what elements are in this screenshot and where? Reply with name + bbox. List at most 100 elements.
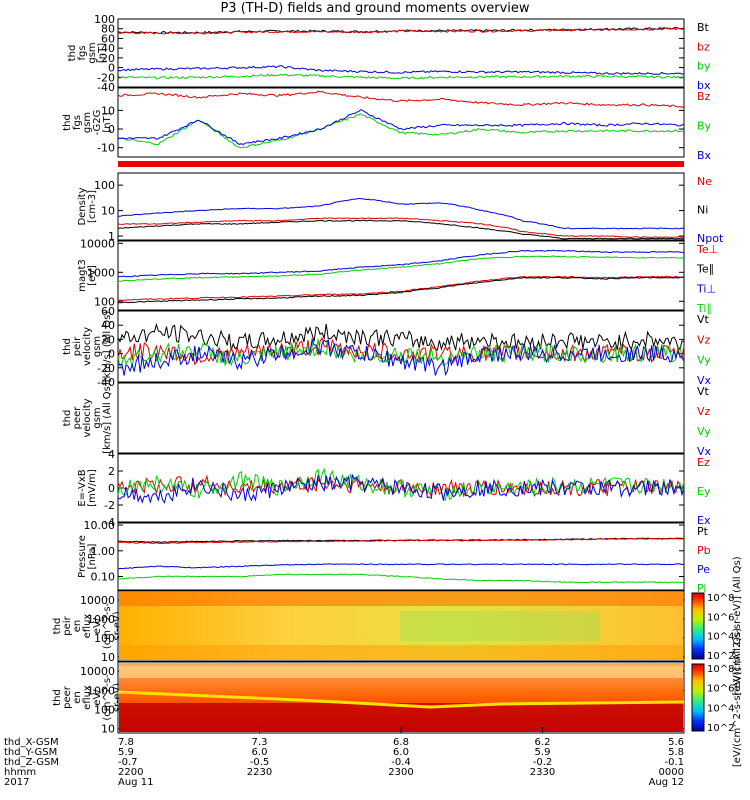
colorbar-tick: 10^4 <box>707 632 734 643</box>
legend-Npot: Npot <box>697 232 724 245</box>
ytick-label: 100 <box>94 13 115 26</box>
ylabel: thd <box>52 689 63 706</box>
ytick-label: 10000 <box>80 237 115 250</box>
legend-Te∥: Te∥ <box>696 263 714 276</box>
series-Te∥ <box>117 276 684 304</box>
ylabel: [cm-3] <box>87 190 98 223</box>
ylabel: sr-eV) <box>112 611 123 640</box>
xaxis-value: 6.0 <box>393 747 409 758</box>
ylabel: Density <box>77 187 88 225</box>
ytick-label: 20 <box>101 52 115 65</box>
series-Ti⊥ <box>117 249 685 278</box>
legend-Bx: Bx <box>697 149 712 162</box>
series-Vz <box>117 336 685 366</box>
legend-Bz: Bz <box>697 90 711 103</box>
ylabel: thd <box>62 114 73 131</box>
xaxis-value: -0.2 <box>533 757 553 768</box>
ytick-label: 40 <box>101 319 115 332</box>
panel-temp: 100 1000 10000 magt3 [eV] Te⊥ Te∥ Ti⊥ Ti∥ <box>77 237 718 315</box>
ylabel: peer <box>72 406 83 430</box>
ytick-label: 10 <box>101 205 115 218</box>
xaxis-value: 2300 <box>388 767 413 778</box>
ylabel: gsm <box>92 336 103 357</box>
ytick-label: 0.10 <box>91 571 116 584</box>
ytick-label: 100 <box>94 704 115 717</box>
legend-Ez: Ez <box>697 456 710 469</box>
spec-band <box>119 592 683 606</box>
ylabel: thd <box>52 618 63 635</box>
ylabel: en <box>72 691 83 704</box>
legend-Pt: Pt <box>697 525 709 538</box>
panel-frame <box>117 522 685 591</box>
ytick-label: 1000 <box>87 266 115 279</box>
xaxis-value: 2230 <box>247 767 272 778</box>
colorbar-tick: 10^4 <box>707 703 734 714</box>
panel-frame <box>117 172 685 241</box>
legend-Vz: Vz <box>697 333 711 346</box>
ylabel: peer <box>62 685 73 709</box>
legend-Pe: Pe <box>697 563 710 576</box>
panel-frame <box>117 382 685 454</box>
ylabel: [mV/m] <box>87 469 98 507</box>
colorbar-tick: 10^2 <box>707 651 734 662</box>
legend-Ne: Ne <box>697 175 712 188</box>
ytick-label: 10 <box>101 723 115 736</box>
panel-frame <box>117 87 685 158</box>
xaxis-value: Aug 12 <box>649 777 684 788</box>
ytick-label: 10.00 <box>84 519 116 532</box>
chart-title: P3 (TH-D) fields and ground moments over… <box>220 1 530 16</box>
xaxis-value: 2200 <box>118 767 143 778</box>
ytick-label: -4 <box>104 516 115 529</box>
ylabel: Pressure <box>77 535 88 578</box>
legend-Ex: Ex <box>697 514 711 527</box>
xaxis-value: -0.5 <box>250 757 270 768</box>
ytick-label: -20 <box>97 362 115 375</box>
xaxis-value: 0000 <box>659 767 684 778</box>
ylabel: gsm <box>92 407 103 428</box>
xaxis-value: -0.4 <box>391 757 411 768</box>
ylabel: gsm <box>87 42 98 63</box>
legend-Pb: Pb <box>697 544 711 557</box>
xaxis-value: 7.3 <box>252 737 268 748</box>
ylabel: eflux <box>82 614 93 639</box>
ytick-label: 10 <box>101 651 115 664</box>
legend-Ti⊥: Ti⊥ <box>696 282 716 295</box>
ytick-label: 2 <box>108 465 115 478</box>
legend-Te⊥: Te⊥ <box>696 243 718 256</box>
series-Ex <box>117 473 685 504</box>
x-axis: thd_X-GSMthd_Y-GSMthd_Z-GSMhhmm20177.85.… <box>4 727 685 788</box>
panel-frame <box>117 590 685 662</box>
ytick-label: 1000 <box>87 613 115 626</box>
series-Bx <box>117 109 685 145</box>
colorbar-tick: 10^2 <box>707 723 734 734</box>
spec-band <box>119 666 683 678</box>
ylabel: peir <box>62 615 73 635</box>
colorbar-label: [eV/(cm^2-s-sr-eV)] (All Qs) <box>732 556 743 695</box>
series-Ni <box>117 219 685 240</box>
ytick-label: 0 <box>108 123 115 136</box>
series-by <box>117 73 685 80</box>
series-bx <box>117 65 685 75</box>
legend-bx: bx <box>697 79 711 92</box>
ytick-label: 4 <box>108 448 115 461</box>
ylabel: velocity <box>82 327 93 366</box>
ytick-label: 0 <box>108 348 115 361</box>
colorbar-tick: 10^8 <box>707 593 734 604</box>
ylabel: eflux <box>82 685 93 710</box>
colorbar-tick: 10^8 <box>707 664 734 675</box>
ylabel: peir <box>72 336 83 356</box>
legend-by: by <box>697 60 711 73</box>
xaxis-row-label: thd_Z-GSM <box>4 757 59 768</box>
legend-Vt: Vt <box>697 313 710 326</box>
xaxis-value: 5.6 <box>668 737 684 748</box>
xaxis-value: 6.8 <box>393 737 409 748</box>
legend-Vx: Vx <box>697 445 712 458</box>
series-Pe <box>117 563 685 570</box>
ylabel: eV/ <box>92 689 103 706</box>
xaxis-value: 7.8 <box>118 737 134 748</box>
spec-band <box>400 611 600 641</box>
panel-frame <box>117 18 685 88</box>
ytick-label: 40 <box>101 42 115 55</box>
legend-Ey: Ey <box>697 485 711 498</box>
